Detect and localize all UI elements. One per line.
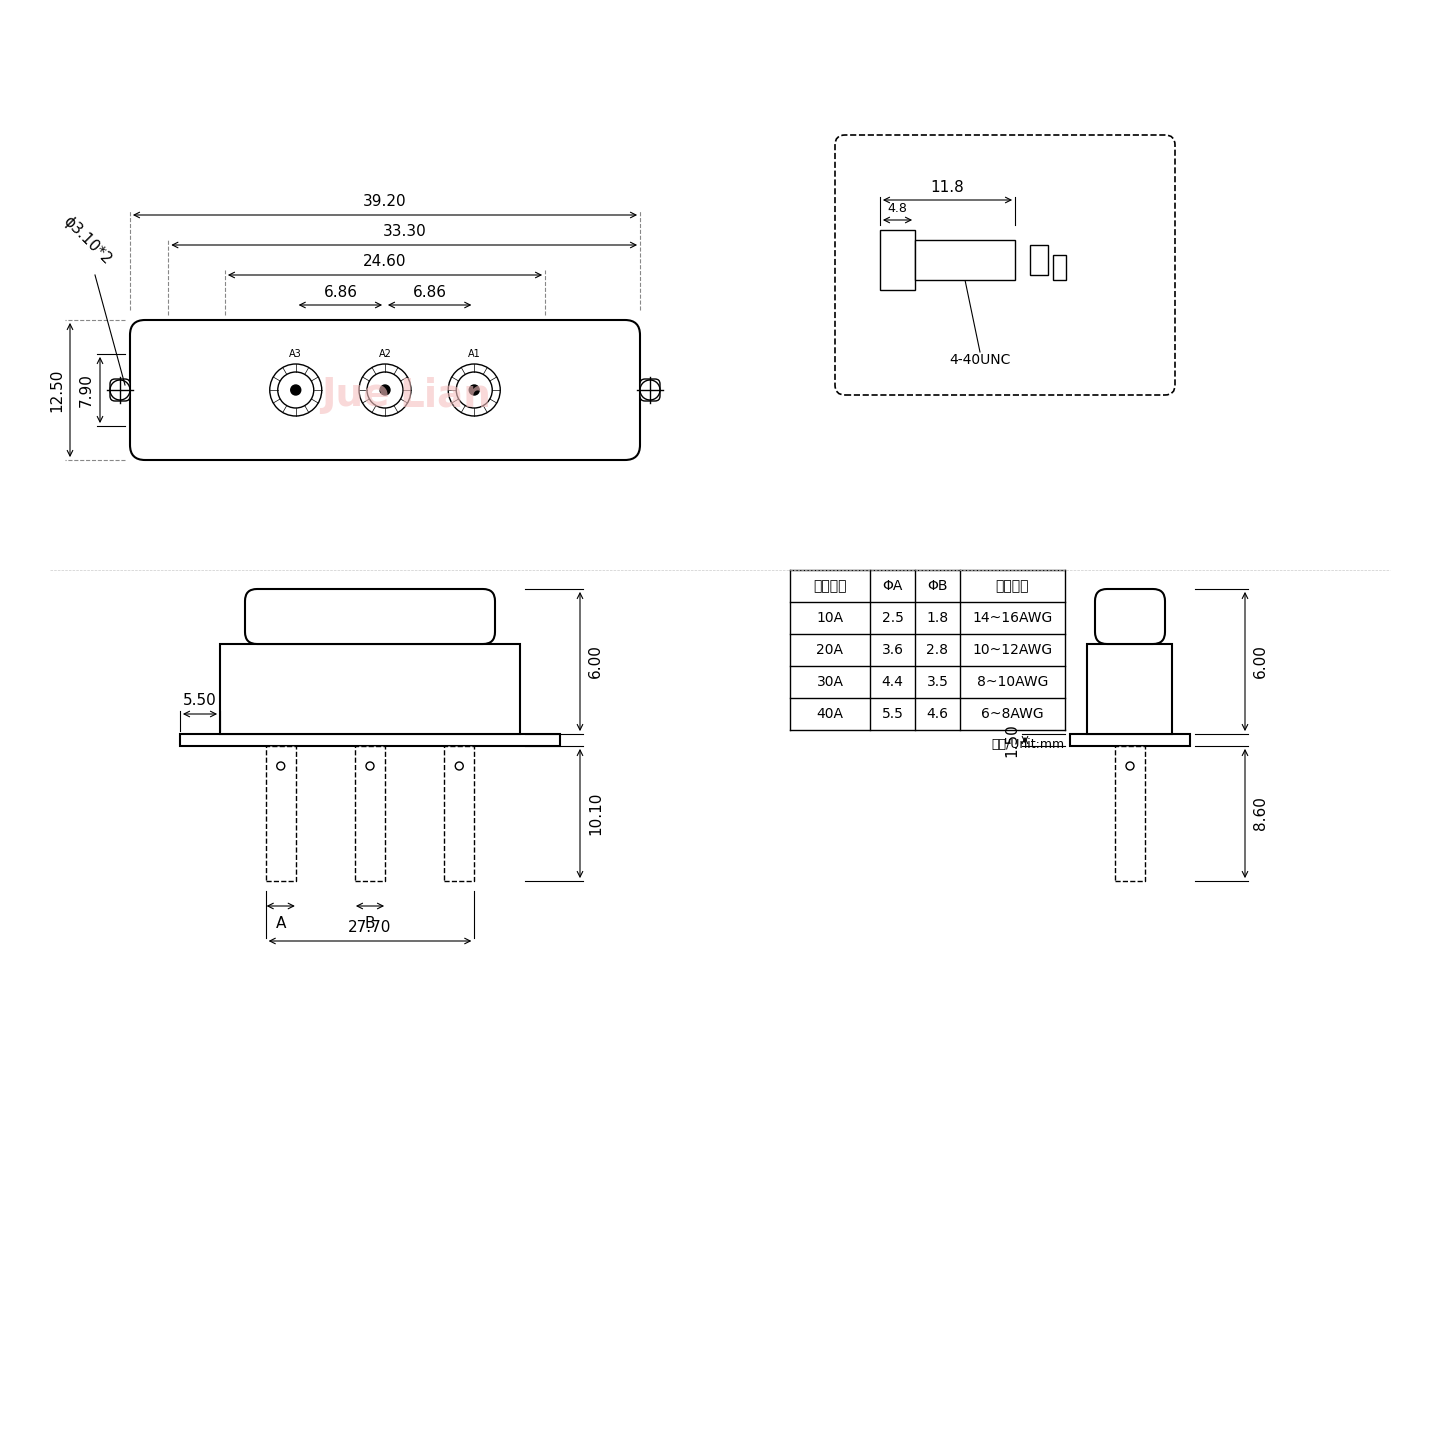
- Text: 39.20: 39.20: [363, 194, 408, 209]
- Bar: [914, 240, 1015, 279]
- Text: 10~12AWG: 10~12AWG: [972, 644, 1053, 657]
- Text: 11.8: 11.8: [930, 180, 965, 194]
- Text: 额定电流: 额定电流: [814, 579, 847, 593]
- Text: 6.00: 6.00: [1253, 645, 1269, 678]
- Text: 6.86: 6.86: [413, 285, 446, 300]
- Text: 30A: 30A: [816, 675, 844, 688]
- Text: 6.00: 6.00: [588, 645, 603, 678]
- Text: 27.70: 27.70: [348, 920, 392, 935]
- Text: 2.5: 2.5: [881, 611, 903, 625]
- Text: Jue: Jue: [321, 376, 389, 415]
- Text: 7.90: 7.90: [79, 373, 94, 408]
- Text: 8.60: 8.60: [1253, 796, 1269, 831]
- Text: 6~8AWG: 6~8AWG: [981, 707, 1044, 721]
- Circle shape: [291, 384, 301, 395]
- Text: 3.5: 3.5: [926, 675, 949, 688]
- Text: A1: A1: [468, 348, 481, 359]
- Text: 10A: 10A: [816, 611, 844, 625]
- Bar: [1115, 746, 1145, 881]
- FancyBboxPatch shape: [835, 135, 1175, 395]
- Text: 14~16AWG: 14~16AWG: [972, 611, 1053, 625]
- Text: 10.10: 10.10: [588, 792, 603, 835]
- Text: 33.30: 33.30: [382, 225, 426, 239]
- FancyBboxPatch shape: [245, 589, 495, 644]
- FancyBboxPatch shape: [130, 320, 639, 459]
- FancyBboxPatch shape: [1094, 589, 1165, 644]
- Text: 1.8: 1.8: [926, 611, 949, 625]
- Text: 12.50: 12.50: [49, 369, 63, 412]
- Bar: [180, 734, 560, 746]
- Text: 4.8: 4.8: [887, 202, 907, 215]
- FancyBboxPatch shape: [639, 379, 660, 400]
- Text: 40A: 40A: [816, 707, 844, 721]
- Bar: [1087, 644, 1172, 734]
- Text: ΦB: ΦB: [927, 579, 948, 593]
- Circle shape: [469, 384, 480, 395]
- Text: 5.50: 5.50: [183, 693, 217, 708]
- Circle shape: [380, 384, 390, 395]
- Text: A: A: [275, 916, 287, 932]
- Bar: [1070, 734, 1189, 746]
- FancyBboxPatch shape: [109, 379, 130, 400]
- Text: 24.60: 24.60: [363, 253, 406, 269]
- Text: 5.5: 5.5: [881, 707, 903, 721]
- Text: 4.6: 4.6: [926, 707, 949, 721]
- Bar: [880, 230, 914, 289]
- Text: 3.6: 3.6: [881, 644, 903, 657]
- Text: 8~10AWG: 8~10AWG: [976, 675, 1048, 688]
- Text: 4-40UNC: 4-40UNC: [949, 353, 1011, 367]
- Bar: [1030, 245, 1048, 275]
- Text: B: B: [364, 916, 376, 932]
- Text: 4.4: 4.4: [881, 675, 903, 688]
- Text: Lian: Lian: [399, 376, 491, 415]
- Text: 1.50: 1.50: [1004, 723, 1020, 757]
- Text: A3: A3: [289, 348, 302, 359]
- Text: 6.86: 6.86: [324, 285, 357, 300]
- Text: ΦA: ΦA: [883, 579, 903, 593]
- Text: 线材规格: 线材规格: [995, 579, 1030, 593]
- Text: 20A: 20A: [816, 644, 844, 657]
- Text: 2.8: 2.8: [926, 644, 949, 657]
- Text: A2: A2: [379, 348, 392, 359]
- Bar: [1053, 255, 1066, 279]
- Bar: [220, 644, 520, 734]
- Bar: [445, 746, 474, 881]
- Text: 单位/Unit:mm: 单位/Unit:mm: [992, 739, 1066, 752]
- Bar: [266, 746, 295, 881]
- Text: ϕ3.10*2: ϕ3.10*2: [60, 213, 114, 266]
- Bar: [356, 746, 384, 881]
